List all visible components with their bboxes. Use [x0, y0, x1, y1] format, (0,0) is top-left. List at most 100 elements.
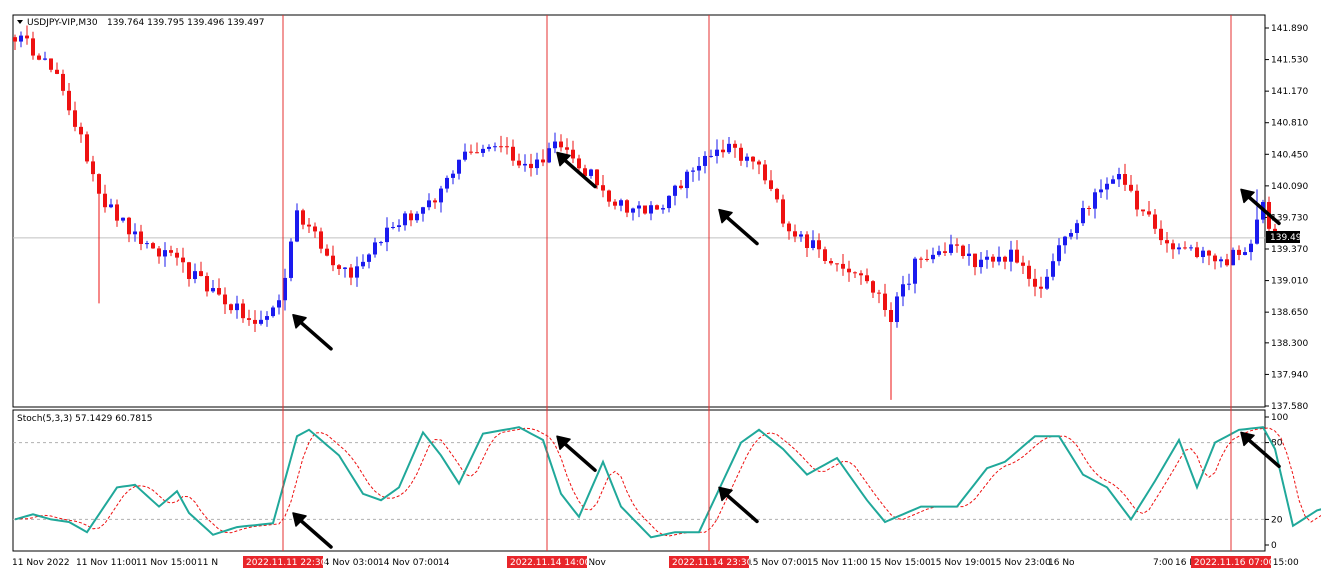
- candle-body: [973, 253, 977, 268]
- candle-body: [187, 262, 191, 279]
- candle-body: [493, 146, 497, 148]
- candle-body: [163, 250, 167, 257]
- price-tick-label: 140.090: [1271, 182, 1308, 192]
- candle-body: [835, 263, 839, 265]
- candle-body: [931, 254, 935, 260]
- price-tick-label: 141.890: [1271, 24, 1308, 34]
- candle-body: [439, 188, 443, 203]
- candle-body: [469, 151, 473, 153]
- candle-body: [1039, 286, 1043, 289]
- candle-body: [367, 254, 371, 262]
- time-tick-label: 11 N: [197, 558, 218, 568]
- candle-body: [1153, 214, 1157, 229]
- candle-body: [253, 319, 257, 324]
- candle-body: [373, 242, 377, 255]
- candle-body: [1093, 192, 1097, 209]
- candle-body: [715, 149, 719, 156]
- candle-body: [1027, 265, 1031, 279]
- stoch-tick-label: 100: [1271, 413, 1288, 423]
- stoch-axis: 100 80 20 0: [1265, 413, 1288, 551]
- candle-body: [895, 296, 899, 323]
- candle-body: [157, 248, 161, 257]
- candle-body: [343, 267, 347, 269]
- ohlc-label: 139.764 139.795 139.496 139.497: [107, 18, 264, 28]
- candle-body: [229, 304, 233, 311]
- candle-body: [103, 193, 107, 208]
- dropdown-triangle-icon[interactable]: [17, 20, 23, 24]
- candle-body: [427, 200, 431, 208]
- candle-body: [415, 213, 419, 221]
- candle-body: [385, 227, 389, 243]
- candle-body: [133, 231, 137, 235]
- candle-body: [1045, 276, 1049, 289]
- candle-body: [19, 35, 23, 42]
- candle-body: [25, 35, 29, 39]
- candle-body: [1135, 190, 1139, 210]
- indicator-pane[interactable]: [12, 409, 1266, 552]
- arrow-shaft: [561, 440, 597, 472]
- candle-body: [1165, 240, 1169, 244]
- candle-body: [619, 200, 623, 206]
- time-tick-label: 15 Nov 11:00: [807, 558, 868, 568]
- candle-body: [127, 217, 131, 235]
- marker-time-badge: [1191, 556, 1271, 568]
- candle-body: [403, 213, 407, 226]
- marker-time-label: 2022.11.11 22:30: [246, 558, 327, 568]
- candle-body: [1225, 259, 1229, 266]
- candle-body: [313, 226, 317, 232]
- stoch-label: Stoch(5,3,3) 57.1429 60.7815: [17, 414, 152, 424]
- candle-body: [703, 155, 707, 166]
- candle-body: [739, 147, 743, 161]
- candle-body: [871, 281, 875, 293]
- candle-body: [13, 37, 17, 42]
- arrow-shaft: [297, 517, 333, 549]
- candle-body: [589, 169, 593, 176]
- candle-body: [85, 134, 89, 162]
- marker-time-badge: [669, 556, 749, 568]
- price-tick-label: 137.940: [1271, 370, 1308, 380]
- time-tick-label: 15 Nov 07:00: [747, 558, 808, 568]
- candle-body: [397, 225, 401, 227]
- candle-body: [301, 210, 305, 225]
- stoch-tick-label: 0: [1271, 541, 1277, 551]
- candle-body: [811, 240, 815, 249]
- candle-body: [1129, 184, 1133, 191]
- candle-body: [1003, 256, 1007, 262]
- candle-body: [799, 234, 803, 237]
- candle-body: [613, 201, 617, 206]
- candle-body: [781, 199, 785, 224]
- candle-body: [55, 69, 59, 74]
- candle-body: [1021, 262, 1025, 266]
- candle-body: [955, 244, 959, 246]
- candle-body: [883, 293, 887, 311]
- candle-body: [823, 249, 827, 261]
- candle-body: [913, 258, 917, 284]
- candle-body: [943, 251, 947, 253]
- arrow-shaft: [297, 319, 333, 351]
- candles: [13, 25, 1277, 400]
- candle-body: [697, 165, 701, 171]
- candle-body: [907, 283, 911, 285]
- marker-time-label: 2022.11.14 23:30: [672, 558, 753, 568]
- arrow-head-icon: [556, 151, 571, 167]
- arrow-shaft: [561, 156, 597, 189]
- arrow-head-icon: [1240, 431, 1255, 447]
- candle-body: [121, 217, 125, 221]
- candle-body: [1105, 183, 1109, 190]
- time-tick-label: 11 Nov 2022: [12, 558, 70, 568]
- candle-body: [595, 169, 599, 186]
- candle-body: [49, 58, 53, 70]
- candle-body: [745, 156, 749, 161]
- arrow-head-icon: [556, 435, 571, 450]
- candle-body: [583, 168, 587, 176]
- candle-body: [1255, 219, 1259, 244]
- time-tick-label: 14 Nov 03:00: [318, 558, 379, 568]
- candle-body: [919, 258, 923, 260]
- candle-body: [433, 200, 437, 203]
- candle-body: [421, 207, 425, 214]
- candle-body: [901, 284, 905, 297]
- candle-body: [859, 273, 863, 276]
- time-tick-label: 14 Nov: [574, 558, 607, 568]
- arrow-head-icon: [1240, 188, 1255, 204]
